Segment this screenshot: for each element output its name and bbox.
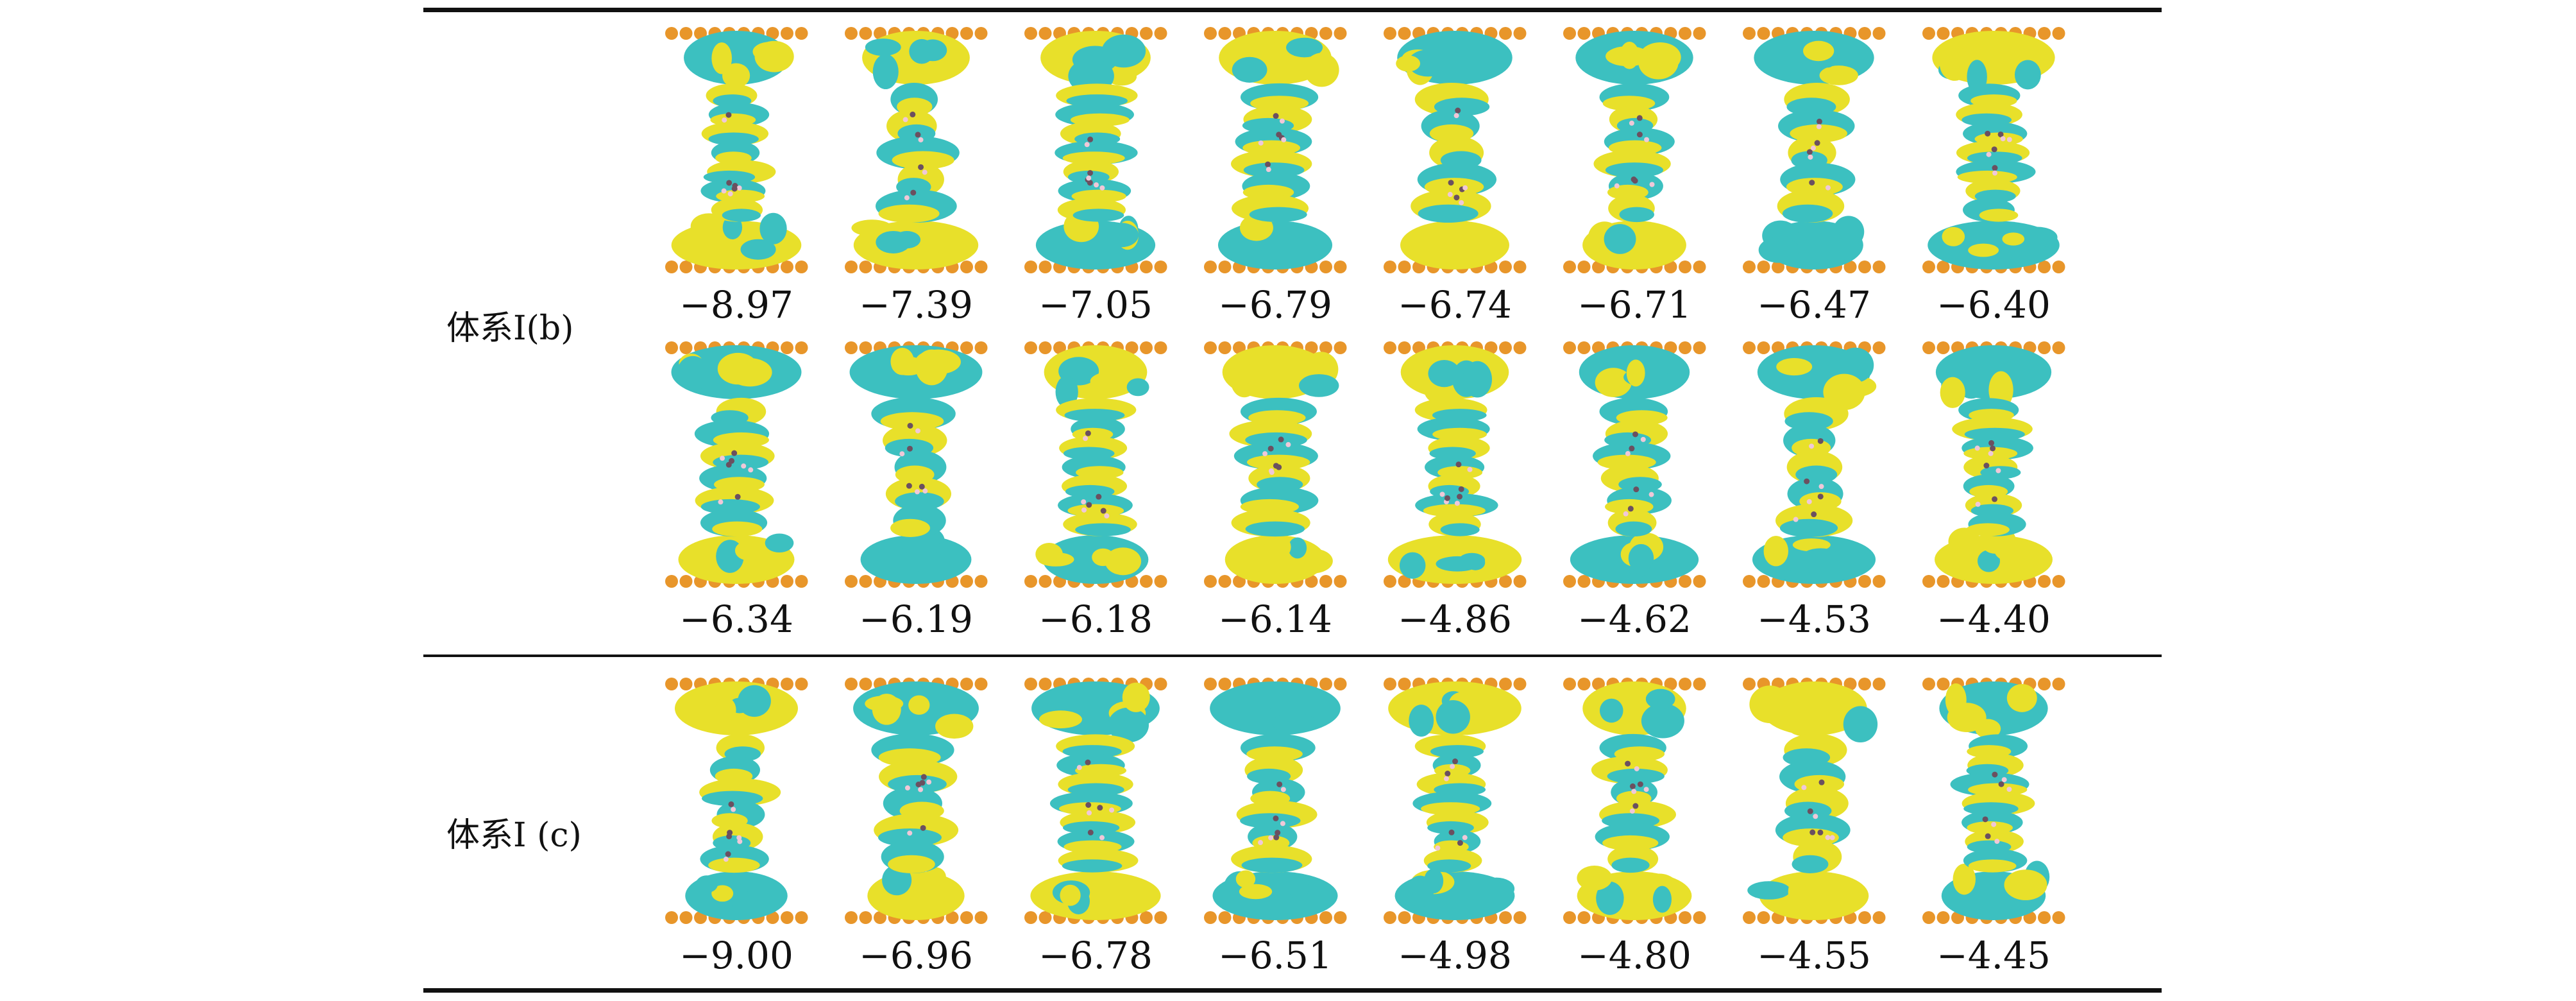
orbital-isosurface-image bbox=[1384, 678, 1527, 924]
orbital-isosurface-image bbox=[1743, 341, 1886, 588]
orbital-isosurface-image bbox=[1563, 678, 1706, 924]
orbital-isosurface-image bbox=[1384, 341, 1527, 588]
orbital-cell: −4.53 bbox=[1737, 341, 1891, 639]
orbital-table: 体系I(b) 体系I (c) −8.97 −7.39 −7.05 −6.79 −6.74… bbox=[423, 0, 2162, 1001]
orbital-energy-value: −6.19 bbox=[859, 597, 973, 641]
orbital-isosurface-image bbox=[1024, 341, 1167, 588]
orbital-cell: −4.45 bbox=[1917, 678, 2071, 975]
orbital-cell: −6.14 bbox=[1198, 341, 1352, 639]
orbital-cell: −8.97 bbox=[659, 27, 813, 325]
orbital-energy-value: −6.40 bbox=[1936, 283, 2051, 327]
orbital-isosurface-image bbox=[1384, 27, 1527, 273]
orbital-energy-value: −4.45 bbox=[1936, 934, 2051, 977]
orbital-energy-value: −6.78 bbox=[1038, 934, 1153, 977]
orbital-cell: −6.51 bbox=[1198, 678, 1352, 975]
orbital-isosurface-image bbox=[1743, 27, 1886, 273]
orbital-isosurface-image bbox=[1204, 341, 1347, 588]
orbital-row-c-1: −9.00 −6.96 −6.78 −6.51 −4.98 −4.80 −4.55 −4.45 bbox=[659, 678, 2135, 975]
orbital-isosurface-image bbox=[1204, 27, 1347, 273]
orbital-energy-value: −4.40 bbox=[1936, 597, 2051, 641]
orbital-isosurface-image bbox=[1563, 27, 1706, 273]
orbital-energy-value: −6.47 bbox=[1757, 283, 1871, 327]
orbital-isosurface-image bbox=[845, 678, 988, 924]
orbital-energy-value: −4.80 bbox=[1577, 934, 1691, 977]
orbital-cell: −6.71 bbox=[1557, 27, 1711, 325]
orbital-row-b-1: −8.97 −7.39 −7.05 −6.79 −6.74 −6.71 −6.47 −6.40 bbox=[659, 27, 2135, 325]
orbital-cell: −6.40 bbox=[1917, 27, 2071, 325]
orbital-isosurface-image bbox=[1922, 27, 2065, 273]
orbital-cell: −6.19 bbox=[839, 341, 993, 639]
orbital-energy-value: −6.34 bbox=[679, 597, 793, 641]
orbital-cell: −6.78 bbox=[1019, 678, 1173, 975]
middle-rule bbox=[423, 654, 2162, 657]
orbital-cell: −6.96 bbox=[839, 678, 993, 975]
orbital-energy-value: −4.62 bbox=[1577, 597, 1691, 641]
orbital-isosurface-image bbox=[1024, 678, 1167, 924]
orbital-cell: −6.79 bbox=[1198, 27, 1352, 325]
orbital-energy-value: −6.96 bbox=[859, 934, 973, 977]
orbital-cell: −6.34 bbox=[659, 341, 813, 639]
orbital-cell: −4.55 bbox=[1737, 678, 1891, 975]
orbital-energy-value: −8.97 bbox=[679, 283, 793, 327]
orbital-isosurface-image bbox=[1922, 341, 2065, 588]
orbital-energy-value: −7.05 bbox=[1038, 283, 1153, 327]
orbital-isosurface-image bbox=[1922, 678, 2065, 924]
orbital-cell: −6.47 bbox=[1737, 27, 1891, 325]
orbital-isosurface-image bbox=[845, 341, 988, 588]
orbital-energy-value: −6.18 bbox=[1038, 597, 1153, 641]
group-label-b: 体系I(b) bbox=[446, 309, 574, 348]
group-label-c: 体系I (c) bbox=[446, 816, 582, 855]
bottom-rule bbox=[423, 988, 2162, 993]
orbital-isosurface-image bbox=[1743, 678, 1886, 924]
orbital-cell: −7.05 bbox=[1019, 27, 1173, 325]
orbital-cell: −7.39 bbox=[839, 27, 993, 325]
orbital-cell: −4.40 bbox=[1917, 341, 2071, 639]
orbital-isosurface-image bbox=[845, 27, 988, 273]
orbital-cell: −4.86 bbox=[1378, 341, 1532, 639]
orbital-energy-value: −7.39 bbox=[859, 283, 973, 327]
orbital-isosurface-image bbox=[1204, 678, 1347, 924]
orbital-cell: −4.62 bbox=[1557, 341, 1711, 639]
orbital-energy-value: −9.00 bbox=[679, 934, 793, 977]
orbital-isosurface-image bbox=[665, 341, 808, 588]
orbital-cell: −6.18 bbox=[1019, 341, 1173, 639]
orbital-energy-value: −6.71 bbox=[1577, 283, 1691, 327]
top-rule bbox=[423, 8, 2162, 12]
orbital-energy-value: −6.79 bbox=[1218, 283, 1332, 327]
orbital-energy-value: −6.74 bbox=[1398, 283, 1512, 327]
orbital-isosurface-image bbox=[665, 678, 808, 924]
orbital-cell: −4.80 bbox=[1557, 678, 1711, 975]
orbital-isosurface-image bbox=[1563, 341, 1706, 588]
orbital-energy-value: −4.86 bbox=[1398, 597, 1512, 641]
orbital-row-b-2: −6.34 −6.19 −6.18 −6.14 −4.86 −4.62 −4.53 −4.40 bbox=[659, 341, 2135, 639]
orbital-isosurface-image bbox=[1024, 27, 1167, 273]
orbital-cell: −4.98 bbox=[1378, 678, 1532, 975]
orbital-cell: −9.00 bbox=[659, 678, 813, 975]
orbital-energy-value: −6.51 bbox=[1218, 934, 1332, 977]
orbital-isosurface-image bbox=[665, 27, 808, 273]
orbital-energy-value: −4.53 bbox=[1757, 597, 1871, 641]
orbital-energy-value: −4.55 bbox=[1757, 934, 1871, 977]
orbital-energy-value: −6.14 bbox=[1218, 597, 1332, 641]
orbital-energy-value: −4.98 bbox=[1398, 934, 1512, 977]
orbital-cell: −6.74 bbox=[1378, 27, 1532, 325]
